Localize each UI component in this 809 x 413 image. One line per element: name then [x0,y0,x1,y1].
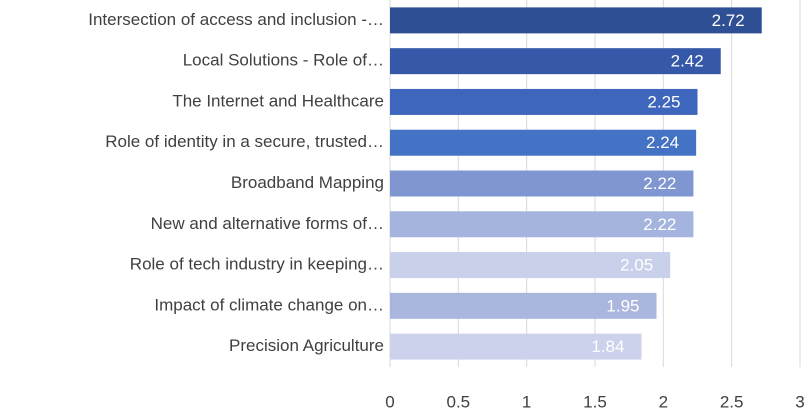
y-tick-label: The Internet and Healthcare [172,91,384,110]
y-tick-label: Impact of climate change on… [154,295,384,314]
data-label: 2.25 [647,92,680,111]
x-tick-label: 1.5 [583,392,607,411]
bar [390,292,657,319]
data-label: 1.84 [591,337,624,356]
y-tick-label: Local Solutions - Role of… [183,51,384,70]
data-label: 2.24 [646,133,679,152]
y-tick-label: Broadband Mapping [231,173,384,192]
data-label: 2.42 [671,52,704,71]
bar [390,129,697,156]
bar [390,88,698,115]
data-label: 2.22 [643,174,676,193]
y-tick-label: Precision Agriculture [229,336,384,355]
bar [390,170,694,197]
x-tick-label: 0 [385,392,394,411]
data-label: 2.05 [620,256,653,275]
y-tick-label: Intersection of access and inclusion -… [88,10,384,29]
x-tick-label: 2.5 [720,392,744,411]
x-tick-label: 2 [659,392,668,411]
data-label: 1.95 [606,296,639,315]
bar [390,211,694,238]
bar [390,252,671,279]
bar [390,7,762,34]
x-tick-label: 0.5 [447,392,471,411]
bar [390,48,721,75]
y-tick-label: New and alternative forms of… [151,214,384,233]
y-tick-label: Role of identity in a secure, trusted… [105,132,384,151]
data-label: 2.22 [643,215,676,234]
y-tick-label: Role of tech industry in keeping… [130,255,384,274]
x-tick-label: 3 [795,392,804,411]
bar [390,333,642,360]
x-tick-label: 1 [522,392,531,411]
data-label: 2.72 [712,11,745,30]
